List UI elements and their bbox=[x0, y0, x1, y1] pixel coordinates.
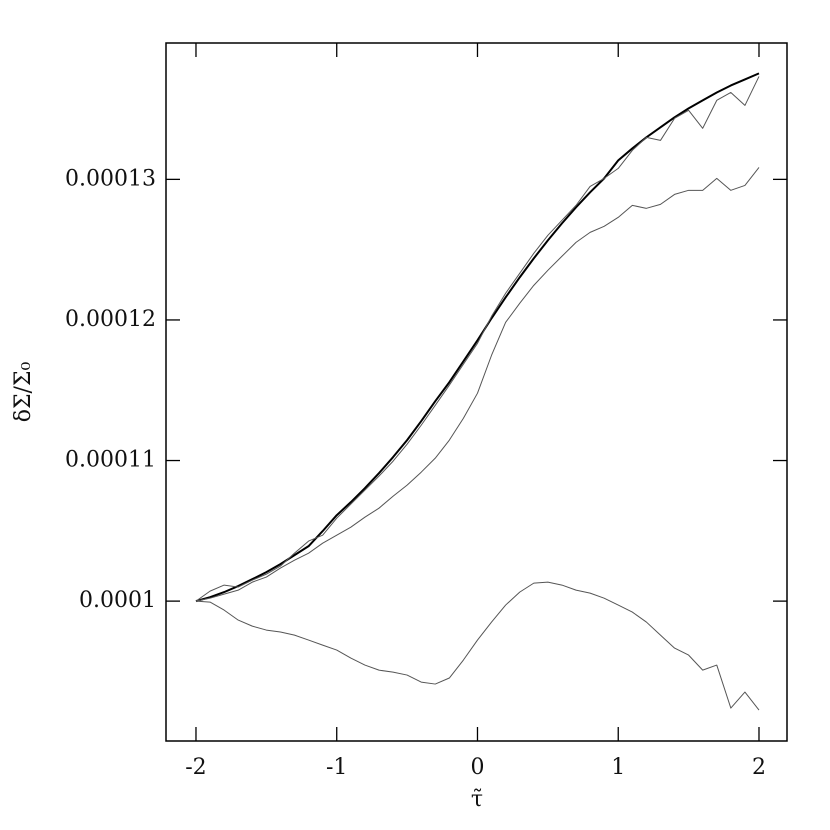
y-tick-label: 0.0001 bbox=[79, 588, 156, 613]
y-axis-label: δΣ/Σ₀ bbox=[11, 362, 36, 423]
plot-frame bbox=[165, 42, 788, 742]
y-tick-label: 0.00011 bbox=[65, 448, 156, 473]
y-tick-label: 0.00012 bbox=[65, 307, 156, 332]
y-tick-label: 0.00013 bbox=[65, 166, 156, 191]
x-axis-label: τ̃ bbox=[471, 787, 483, 812]
series-line bbox=[195, 72, 760, 603]
x-tick-label: -1 bbox=[326, 755, 347, 780]
x-tick-label: -2 bbox=[185, 755, 206, 780]
series-line bbox=[195, 581, 760, 711]
x-tick-label: 2 bbox=[752, 755, 766, 780]
series-line bbox=[195, 76, 760, 602]
x-tick-label: 1 bbox=[611, 755, 625, 780]
series-line bbox=[195, 167, 760, 602]
x-tick-label: 0 bbox=[470, 755, 484, 780]
